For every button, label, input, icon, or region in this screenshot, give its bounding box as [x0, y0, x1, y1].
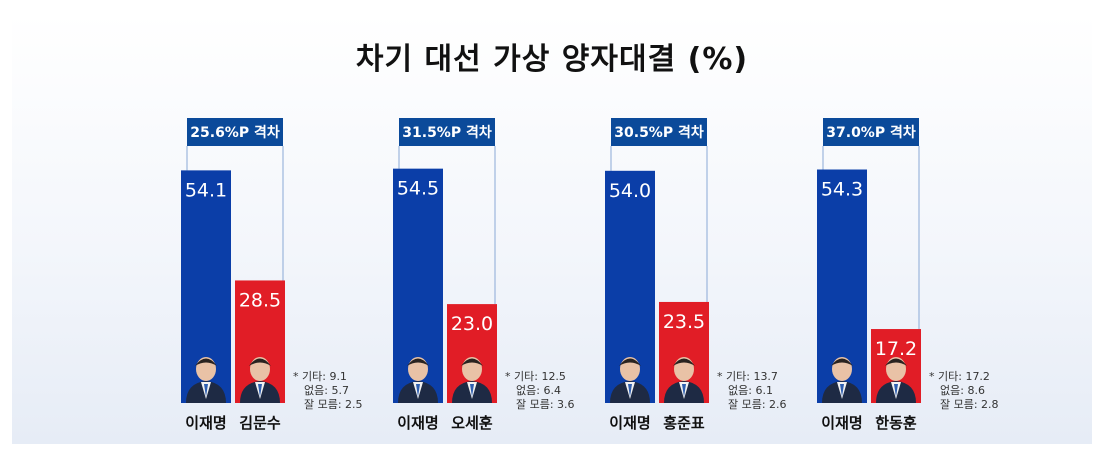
candidate-name-opponent: 홍준표 [663, 414, 705, 432]
others-note-line: 없음: 8.6 [940, 384, 985, 397]
others-note-line: 잘 모름: 2.6 [728, 398, 787, 411]
gap-label-box [611, 118, 707, 146]
value-label-opponent: 23.5 [663, 311, 705, 333]
chart-title: 차기 대선 가상 양자대결 (%) [355, 42, 749, 77]
others-note-line: 잘 모름: 2.5 [304, 398, 363, 411]
candidate-name-opponent: 오세훈 [451, 414, 493, 432]
value-label-opponent: 17.2 [875, 338, 917, 360]
gap-label-box [823, 118, 919, 146]
others-note-line: * 기타: 13.7 [717, 370, 778, 383]
candidate-name-opponent: 한동훈 [875, 414, 917, 432]
candidate-name-lee: 이재명 [609, 414, 650, 432]
portrait-lee-icon [610, 357, 650, 403]
others-note-line: * 기타: 12.5 [505, 370, 566, 383]
gap-label: 31.5%P 격차 [402, 124, 492, 141]
gap-label: 30.5%P 격차 [614, 124, 704, 141]
others-note-line: 없음: 6.1 [728, 384, 773, 397]
candidate-name-lee: 이재명 [821, 414, 862, 432]
gap-label-box [187, 118, 283, 146]
others-note-line: 없음: 6.4 [516, 384, 561, 397]
portrait-lee-icon [186, 357, 226, 403]
candidate-name-lee: 이재명 [185, 414, 226, 432]
others-note-line: * 기타: 17.2 [929, 370, 990, 383]
value-label-opponent: 28.5 [239, 289, 281, 311]
portrait-opponent-icon [876, 357, 916, 403]
others-note-line: 잘 모름: 2.8 [940, 398, 999, 411]
others-note-line: 잘 모름: 3.6 [516, 398, 575, 411]
value-label-lee: 54.5 [397, 178, 439, 200]
candidate-name-opponent: 김문수 [239, 414, 281, 432]
portrait-opponent-icon [452, 357, 492, 403]
others-note-line: * 기타: 9.1 [293, 370, 347, 383]
gap-label-box [399, 118, 495, 146]
value-label-opponent: 23.0 [451, 313, 493, 335]
portrait-lee-icon [822, 357, 862, 403]
portrait-lee-icon [398, 357, 438, 403]
portrait-opponent-icon [664, 357, 704, 403]
portrait-opponent-icon [240, 357, 280, 403]
value-label-lee: 54.1 [185, 179, 227, 201]
gap-label: 25.6%P 격차 [190, 124, 280, 141]
gap-label: 37.0%P 격차 [826, 124, 916, 141]
candidate-name-lee: 이재명 [397, 414, 438, 432]
value-label-lee: 54.0 [609, 180, 651, 202]
value-label-lee: 54.3 [821, 179, 863, 201]
others-note-line: 없음: 5.7 [304, 384, 349, 397]
